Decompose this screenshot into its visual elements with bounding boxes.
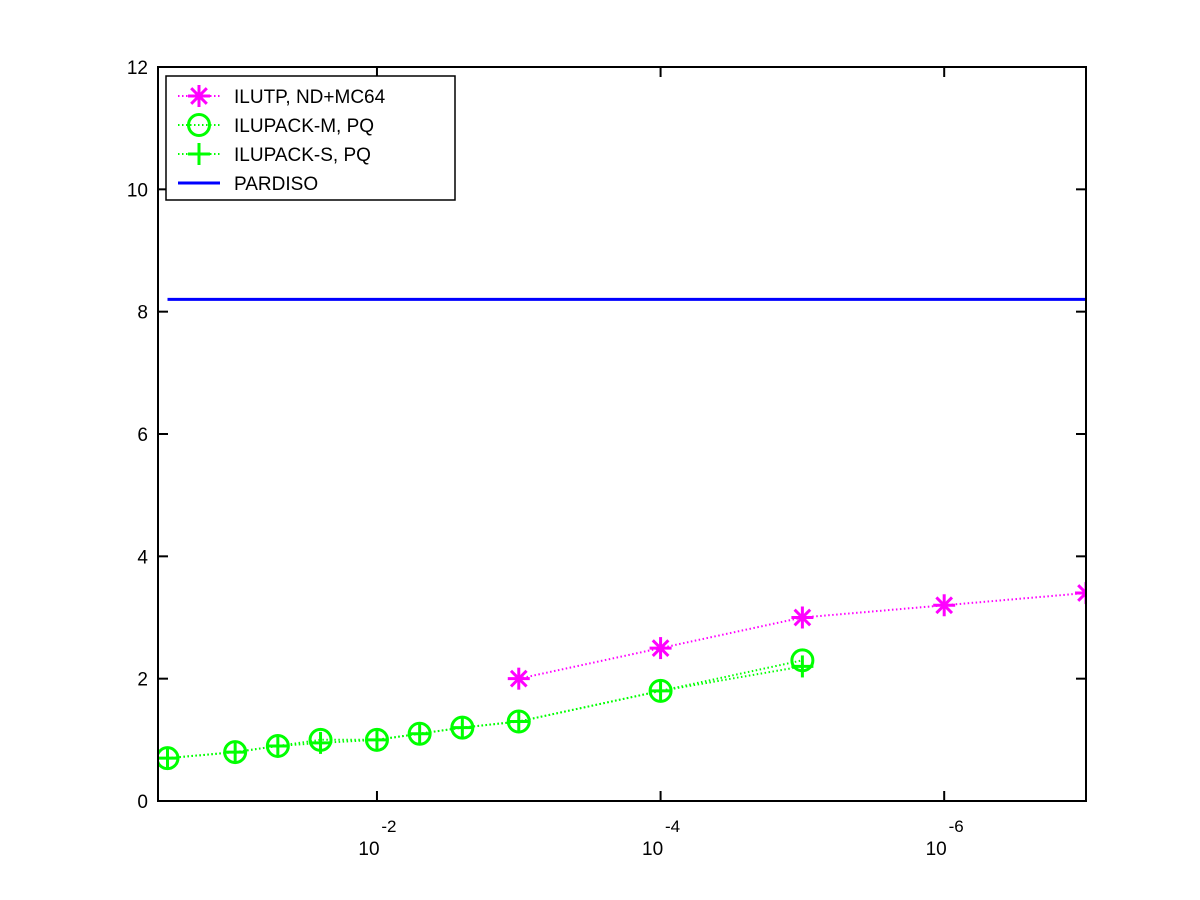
series-line-2 <box>167 665 803 760</box>
data-point-2-7 <box>507 710 530 733</box>
x-tick-label-exponent: -2 <box>381 817 396 836</box>
plot-layer <box>158 297 1086 771</box>
y-tick-label: 6 <box>137 425 148 446</box>
series-1 <box>158 648 815 771</box>
y-tick-label: 4 <box>137 547 148 568</box>
legend-marker <box>187 113 211 137</box>
legend-item: ILUTP, ND+MC64 <box>178 85 386 108</box>
legend-marker <box>188 143 210 165</box>
y-tick-label: 10 <box>127 180 148 201</box>
x-tick-label-exponent: -6 <box>949 817 964 836</box>
data-point-2-0 <box>158 747 179 770</box>
data-point-0-1 <box>649 637 672 660</box>
legend-marker <box>188 85 210 107</box>
data-point-2-8 <box>649 679 672 702</box>
y-tick-label: 0 <box>137 792 148 813</box>
y-tick-label: 8 <box>137 303 148 324</box>
x-tick-label-exponent: -4 <box>665 817 680 836</box>
legend-label: ILUPACK-M, PQ <box>234 116 374 137</box>
legend-label: PARDISO <box>234 174 318 195</box>
data-point-2-6 <box>451 716 474 739</box>
y-tick-label: 2 <box>137 670 148 691</box>
data-point-2-2 <box>266 734 289 757</box>
series-line-0 <box>518 592 1086 680</box>
legend-item: PARDISO <box>178 174 318 195</box>
series-2 <box>158 655 814 770</box>
data-point-0-4 <box>1075 582 1086 605</box>
data-point-0-0 <box>507 667 530 690</box>
legend: ILUTP, ND+MC64 ILUPACK-M, PQ ILUPACK-S, PQ… <box>165 75 456 201</box>
x-tick-label-base: 10 <box>642 839 663 860</box>
x-tick-label-base: 10 <box>358 839 379 860</box>
data-point-0-3 <box>933 594 956 617</box>
legend-item: ILUPACK-M, PQ <box>178 113 374 137</box>
data-point-0-2 <box>791 606 814 629</box>
data-point-2-3 <box>309 731 332 754</box>
legend-label: ILUTP, ND+MC64 <box>234 87 386 108</box>
data-point-2-5 <box>408 722 431 745</box>
data-point-2-1 <box>224 741 247 764</box>
x-tick-label-base: 10 <box>926 839 947 860</box>
series-line-1 <box>167 659 803 760</box>
data-point-2-9 <box>791 655 814 678</box>
y-tick-label: 12 <box>127 58 148 79</box>
series-0 <box>507 582 1086 690</box>
legend-label: ILUPACK-S, PQ <box>234 145 371 166</box>
legend-item: ILUPACK-S, PQ <box>178 143 371 166</box>
data-point-2-4 <box>365 728 388 751</box>
